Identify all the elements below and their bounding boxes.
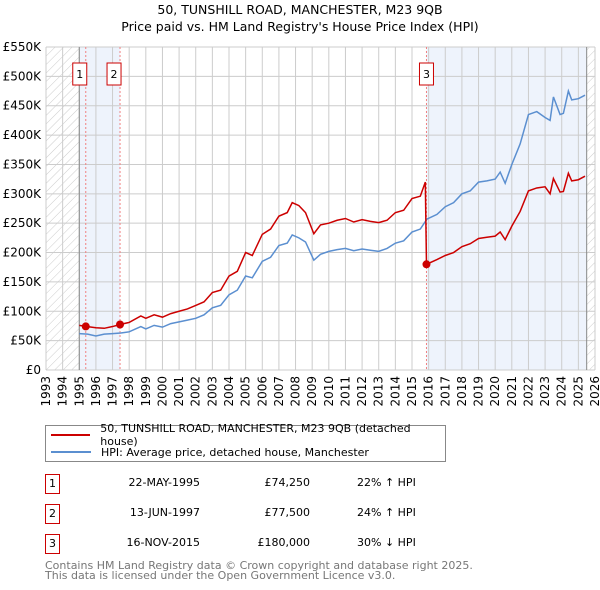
sale-marker-label: 2 bbox=[111, 68, 118, 81]
sale-date: 22-MAY-1995 bbox=[128, 476, 200, 489]
sale-marker-label: 1 bbox=[76, 68, 83, 81]
x-tick-label: 2021 bbox=[505, 376, 519, 407]
y-tick-label: £250K bbox=[3, 216, 43, 230]
x-tick-label: 2009 bbox=[305, 376, 319, 407]
sale-date: 13-JUN-1997 bbox=[129, 506, 200, 519]
sale-marker-box bbox=[418, 62, 434, 86]
x-tick-label: 1993 bbox=[39, 376, 53, 407]
x-tick-label: 2023 bbox=[538, 376, 552, 407]
footer-copyright: Contains HM Land Registry data © Crown c… bbox=[45, 559, 473, 572]
sale-point bbox=[422, 260, 431, 269]
sale-marker-badge: 3 bbox=[45, 534, 60, 554]
y-tick-label: £300K bbox=[3, 187, 43, 201]
legend-label: HPI: Average price, detached house, Manc… bbox=[101, 445, 369, 459]
x-tick-label: 2012 bbox=[355, 376, 369, 407]
x-tick-label: 1995 bbox=[72, 376, 86, 407]
x-tick-label: 2020 bbox=[488, 376, 502, 407]
chart-title: 50, TUNSHILL ROAD, MANCHESTER, M23 9QB bbox=[157, 2, 443, 17]
chart-subtitle: Price paid vs. HM Land Registry's House … bbox=[121, 19, 479, 34]
price-chart: £0 £50K £100K £150K £200K £250K £300K £350K £400… bbox=[3, 40, 600, 407]
footer-license: This data is licensed under the Open Gov… bbox=[45, 569, 396, 582]
legend-label: 50, TUNSHILL ROAD, MANCHESTER, M23 9QB (… bbox=[100, 422, 411, 448]
sales-row: 3 16-NOV-2015 £180,000 30% ↓ HPI bbox=[45, 534, 445, 554]
sale-marker-box bbox=[106, 62, 122, 86]
sale-hpi-diff: 24% ↑ HPI bbox=[357, 506, 416, 519]
x-tick-label: 2000 bbox=[155, 376, 169, 407]
x-tick-label: 2025 bbox=[571, 376, 585, 407]
sale-price: £77,500 bbox=[264, 506, 311, 519]
chart-legend: 50, TUNSHILL ROAD, MANCHESTER, M23 9QB (… bbox=[45, 422, 446, 462]
x-tick-label: 2018 bbox=[455, 376, 469, 407]
x-tick-label: 2003 bbox=[205, 376, 219, 407]
sale-hpi-diff: 22% ↑ HPI bbox=[357, 476, 416, 489]
y-tick-label: £450K bbox=[3, 99, 43, 113]
x-tick-label: 2005 bbox=[239, 376, 253, 407]
legend-item-hpi: HPI: Average price, detached house, Manc… bbox=[51, 444, 369, 460]
x-tick-label: 2006 bbox=[255, 376, 269, 407]
sale-price: £180,000 bbox=[257, 536, 311, 549]
x-tick-label: 2011 bbox=[338, 376, 352, 407]
legend-item-property: 50, TUNSHILL ROAD, MANCHESTER, M23 9QB (… bbox=[51, 422, 445, 448]
x-tick-label: 1996 bbox=[89, 376, 103, 407]
legend-swatch bbox=[51, 434, 91, 436]
y-tick-label: £0 bbox=[26, 363, 41, 377]
hatched-region-post bbox=[586, 47, 595, 370]
x-tick-label: 2001 bbox=[172, 376, 186, 407]
y-tick-label: £200K bbox=[3, 246, 43, 260]
x-tick-label: 2017 bbox=[438, 376, 452, 407]
sale-marker-label: 3 bbox=[423, 68, 430, 81]
legend-swatch bbox=[51, 451, 91, 453]
shaded-region bbox=[426, 47, 587, 370]
x-tick-label: 2022 bbox=[521, 376, 535, 407]
y-tick-label: £400K bbox=[3, 128, 43, 142]
x-tick-label: 1999 bbox=[139, 376, 153, 407]
y-tick-label: £150K bbox=[3, 275, 43, 289]
sale-date: 16-NOV-2015 bbox=[126, 536, 200, 549]
y-tick-label: £500K bbox=[3, 69, 43, 83]
sale-marker-badge: 1 bbox=[45, 474, 60, 494]
x-tick-label: 2024 bbox=[555, 376, 569, 407]
x-tick-label: 2015 bbox=[405, 376, 419, 407]
x-tick-label: 2008 bbox=[289, 376, 303, 407]
x-tick-label: 2010 bbox=[322, 376, 336, 407]
x-tick-label: 2014 bbox=[388, 376, 402, 407]
sales-row: 2 13-JUN-1997 £77,500 24% ↑ HPI bbox=[45, 504, 445, 524]
y-tick-label: £350K bbox=[3, 157, 43, 171]
y-tick-label: £550K bbox=[3, 40, 43, 54]
x-tick-label: 2019 bbox=[472, 376, 486, 407]
x-tick-label: 2007 bbox=[272, 376, 286, 407]
y-tick-label: £100K bbox=[3, 304, 43, 318]
sales-row: 1 22-MAY-1995 £74,250 22% ↑ HPI bbox=[45, 474, 445, 494]
sale-price: £74,250 bbox=[264, 476, 311, 489]
property-price-line bbox=[79, 171, 586, 330]
sale-marker-box bbox=[72, 62, 88, 86]
y-tick-label: £50K bbox=[10, 334, 42, 348]
sale-marker-badge: 2 bbox=[45, 504, 60, 524]
sale-point bbox=[116, 320, 125, 329]
x-tick-label: 2026 bbox=[588, 376, 600, 407]
x-tick-label: 2013 bbox=[372, 376, 386, 407]
hpi-line bbox=[79, 88, 586, 337]
sale-hpi-diff: 30% ↓ HPI bbox=[357, 536, 416, 549]
x-tick-label: 1998 bbox=[122, 376, 136, 407]
x-tick-label: 1994 bbox=[56, 376, 70, 407]
x-tick-label: 2002 bbox=[189, 376, 203, 407]
x-tick-label: 2016 bbox=[422, 376, 436, 407]
x-tick-label: 2004 bbox=[222, 376, 236, 407]
x-tick-label: 1997 bbox=[106, 376, 120, 407]
sale-point bbox=[81, 322, 90, 331]
